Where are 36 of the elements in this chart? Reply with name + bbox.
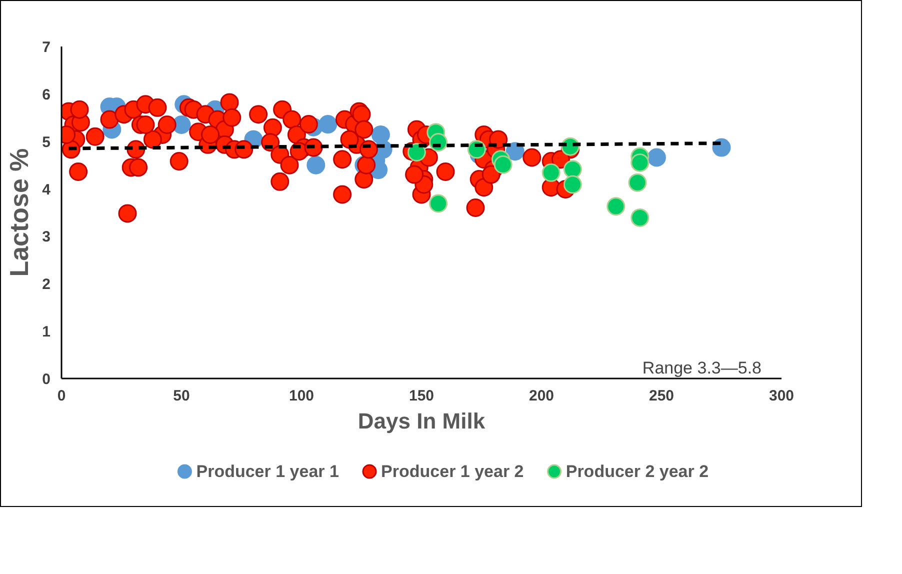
point — [630, 153, 650, 172]
legend-label: Producer 1 year 2 — [381, 462, 524, 481]
y-tick-label: 0 — [42, 371, 50, 388]
x-tick-label: 300 — [768, 388, 794, 404]
y-tick-label: 4 — [42, 181, 52, 198]
x-tick-label: 100 — [288, 388, 314, 404]
y-axis-title: Lactose % — [4, 148, 34, 277]
y-tick-label: 7 — [42, 39, 50, 56]
annotation: Range 3.3—5.8 — [642, 358, 762, 378]
x-tick-label: 0 — [57, 388, 66, 404]
point — [630, 208, 650, 227]
point — [494, 155, 512, 174]
x-tick-label: 50 — [173, 388, 190, 404]
point — [371, 125, 390, 144]
point — [542, 163, 560, 182]
point — [606, 197, 626, 216]
legend-label: Producer 2 year 2 — [566, 462, 709, 481]
point — [407, 143, 426, 162]
point — [563, 175, 582, 194]
point — [318, 115, 338, 134]
point — [429, 194, 448, 213]
x-tick-label: 150 — [408, 388, 434, 404]
y-tick-label: 5 — [42, 134, 50, 151]
x-tick-label: 200 — [528, 388, 554, 404]
point — [306, 156, 326, 174]
point — [628, 173, 647, 192]
legend-label: Producer 1 year 1 — [196, 462, 339, 481]
x-tick-label: 250 — [648, 388, 674, 404]
point — [712, 138, 731, 157]
point — [563, 160, 582, 179]
y-tick-label: 6 — [42, 86, 50, 104]
y-tick-label: 3 — [42, 228, 50, 246]
y-tick-label: 2 — [42, 276, 50, 294]
x-axis-title: Days In Milk — [358, 408, 486, 434]
point — [647, 148, 666, 167]
y-tick-label: 1 — [42, 324, 50, 341]
